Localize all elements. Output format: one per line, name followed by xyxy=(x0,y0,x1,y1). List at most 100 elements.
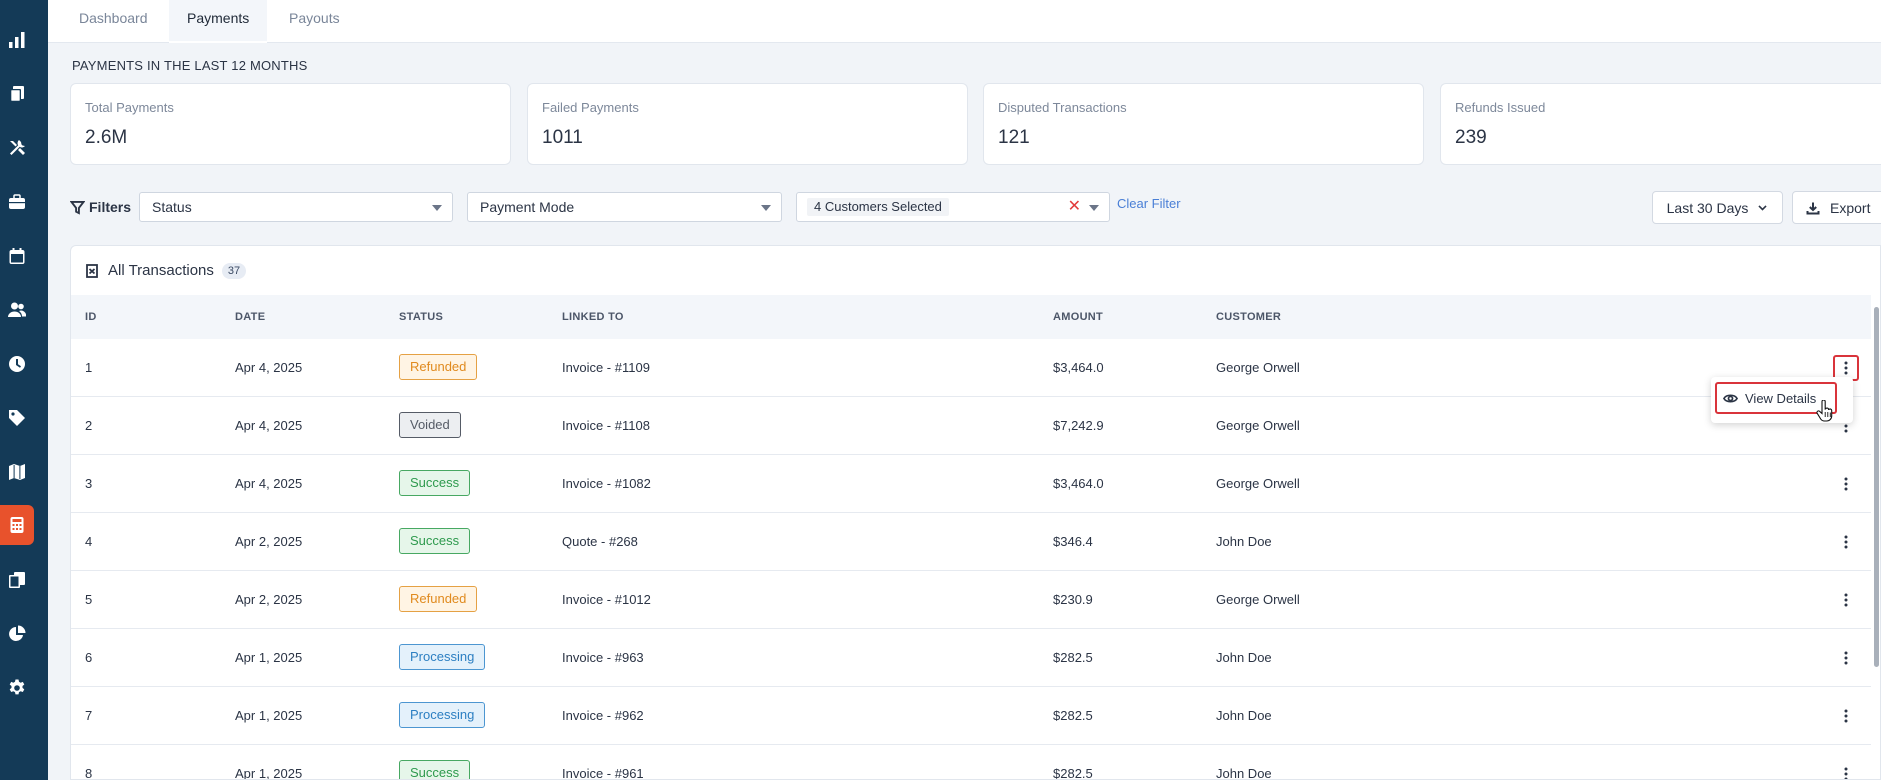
eye-icon xyxy=(1723,393,1738,403)
customer-link[interactable]: George Orwell xyxy=(1216,592,1300,607)
status-badge: Refunded xyxy=(399,586,478,612)
cell-date: Apr 4, 2025 xyxy=(235,360,303,375)
table-scrollbar[interactable] xyxy=(1871,295,1880,779)
linked-to-link[interactable]: Invoice - #961 xyxy=(562,766,644,780)
cell-date: Apr 1, 2025 xyxy=(235,708,303,723)
clear-selection-icon[interactable]: ✕ xyxy=(1067,198,1081,215)
transactions-panel: All Transactions 37 ID DATE STATUS LINKE… xyxy=(70,245,1881,780)
table-row[interactable]: 4 Apr 2, 2025 Success Quote - #268 $346.… xyxy=(71,513,1871,571)
section-title: PAYMENTS IN THE LAST 12 MONTHS xyxy=(72,58,308,73)
linked-to-link[interactable]: Quote - #268 xyxy=(562,534,638,549)
stat-label: Total Payments xyxy=(85,100,174,115)
kebab-menu-icon xyxy=(1844,593,1848,607)
kebab-menu-icon xyxy=(1844,767,1848,779)
files-icon[interactable] xyxy=(0,560,34,600)
tab-dashboard[interactable]: Dashboard xyxy=(79,10,148,26)
column-header-linked-to[interactable]: LINKED TO xyxy=(562,311,624,323)
gear-icon[interactable] xyxy=(0,668,34,708)
bar-chart-icon[interactable] xyxy=(0,20,34,60)
payment-mode-select[interactable]: Payment Mode xyxy=(467,192,782,222)
linked-to-link[interactable]: Invoice - #1012 xyxy=(562,592,651,607)
row-actions-button[interactable] xyxy=(1833,761,1859,779)
customer-link[interactable]: George Orwell xyxy=(1216,360,1300,375)
linked-to-link[interactable]: Invoice - #1082 xyxy=(562,476,651,491)
panel-header: All Transactions 37 xyxy=(85,262,247,279)
filters-label: Filters xyxy=(70,199,131,215)
kebab-menu-icon xyxy=(1844,477,1848,491)
stat-card-total-payments: Total Payments 2.6M xyxy=(70,83,511,165)
customer-link[interactable]: John Doe xyxy=(1216,534,1272,549)
table-row[interactable]: 3 Apr 4, 2025 Success Invoice - #1082 $3… xyxy=(71,455,1871,513)
row-actions-button[interactable] xyxy=(1833,587,1859,613)
tab-payments[interactable]: Payments xyxy=(169,0,268,43)
export-label: Export xyxy=(1830,199,1871,216)
row-actions-button[interactable] xyxy=(1833,645,1859,671)
status-badge: Success xyxy=(399,528,471,554)
status-badge: Success xyxy=(399,470,471,496)
users-icon[interactable] xyxy=(0,290,34,330)
documents-icon[interactable] xyxy=(0,74,34,114)
cell-amount: $282.5 xyxy=(1053,766,1093,780)
cell-amount: $7,242.9 xyxy=(1053,418,1104,433)
cell-amount: $346.4 xyxy=(1053,534,1093,549)
customer-link[interactable]: John Doe xyxy=(1216,708,1272,723)
cell-amount: $3,464.0 xyxy=(1053,476,1104,491)
table-row[interactable]: 8 Apr 1, 2025 Success Invoice - #961 $28… xyxy=(71,745,1871,780)
map-icon[interactable] xyxy=(0,452,34,492)
table-row[interactable]: 6 Apr 1, 2025 Processing Invoice - #963 … xyxy=(71,629,1871,687)
tag-icon[interactable] xyxy=(0,398,34,438)
date-range-button[interactable]: Last 30 Days xyxy=(1652,191,1783,224)
calculator-icon[interactable] xyxy=(0,505,34,545)
customers-select[interactable]: 4 Customers Selected ✕ xyxy=(796,192,1110,222)
table-row[interactable]: 2 Apr 4, 2025 Voided Invoice - #1108 $7,… xyxy=(71,397,1871,455)
column-header-status[interactable]: STATUS xyxy=(399,311,444,323)
status-badge: Processing xyxy=(399,702,486,728)
column-header-id[interactable]: ID xyxy=(85,311,97,323)
cell-date: Apr 2, 2025 xyxy=(235,592,303,607)
customer-link[interactable]: George Orwell xyxy=(1216,476,1300,491)
row-actions-button[interactable] xyxy=(1833,703,1859,729)
cell-amount: $230.9 xyxy=(1053,592,1093,607)
tools-icon[interactable] xyxy=(0,128,34,168)
clock-icon[interactable] xyxy=(0,344,34,384)
linked-to-link[interactable]: Invoice - #962 xyxy=(562,708,644,723)
column-header-customer[interactable]: CUSTOMER xyxy=(1216,311,1282,323)
table-header: ID DATE STATUS LINKED TO AMOUNT CUSTOMER xyxy=(71,295,1871,339)
cell-id: 6 xyxy=(85,650,93,665)
customer-link[interactable]: John Doe xyxy=(1216,650,1272,665)
export-button[interactable]: Export xyxy=(1792,191,1881,224)
table-row[interactable]: 1 Apr 4, 2025 Refunded Invoice - #1109 $… xyxy=(71,339,1871,397)
panel-title: All Transactions xyxy=(108,262,214,279)
calendar-icon[interactable] xyxy=(0,236,34,276)
cell-id: 1 xyxy=(85,360,93,375)
status-select-value: Status xyxy=(152,199,192,215)
table-row[interactable]: 5 Apr 2, 2025 Refunded Invoice - #1012 $… xyxy=(71,571,1871,629)
linked-to-link[interactable]: Invoice - #963 xyxy=(562,650,644,665)
scrollbar-thumb[interactable] xyxy=(1874,307,1879,667)
linked-to-link[interactable]: Invoice - #1108 xyxy=(562,418,650,433)
pie-chart-icon[interactable] xyxy=(0,614,34,654)
chevron-down-icon xyxy=(1758,205,1767,211)
cell-amount: $3,464.0 xyxy=(1053,360,1104,375)
cell-id: 8 xyxy=(85,766,93,780)
linked-to-link[interactable]: Invoice - #1109 xyxy=(562,360,650,375)
top-tab-bar: Dashboard Payments Payouts xyxy=(48,0,1881,43)
column-header-date[interactable]: DATE xyxy=(235,311,266,323)
status-select[interactable]: Status xyxy=(139,192,453,222)
cell-id: 3 xyxy=(85,476,93,491)
stat-card-disputed-transactions: Disputed Transactions 121 xyxy=(983,83,1424,165)
table-row[interactable]: 7 Apr 1, 2025 Processing Invoice - #962 … xyxy=(71,687,1871,745)
view-details-menu-item[interactable]: View Details xyxy=(1715,382,1837,414)
column-header-amount[interactable]: AMOUNT xyxy=(1053,311,1104,323)
briefcase-icon[interactable] xyxy=(0,182,34,222)
row-actions-button[interactable] xyxy=(1833,471,1859,497)
cell-amount: $282.5 xyxy=(1053,708,1093,723)
customer-link[interactable]: John Doe xyxy=(1216,766,1272,780)
customer-link[interactable]: George Orwell xyxy=(1216,418,1300,433)
cell-amount: $282.5 xyxy=(1053,650,1093,665)
row-actions-button[interactable] xyxy=(1833,529,1859,555)
filter-icon xyxy=(70,200,85,215)
clear-filter-link[interactable]: Clear Filter xyxy=(1117,196,1181,211)
tab-payouts[interactable]: Payouts xyxy=(289,10,340,26)
cell-date: Apr 1, 2025 xyxy=(235,650,303,665)
